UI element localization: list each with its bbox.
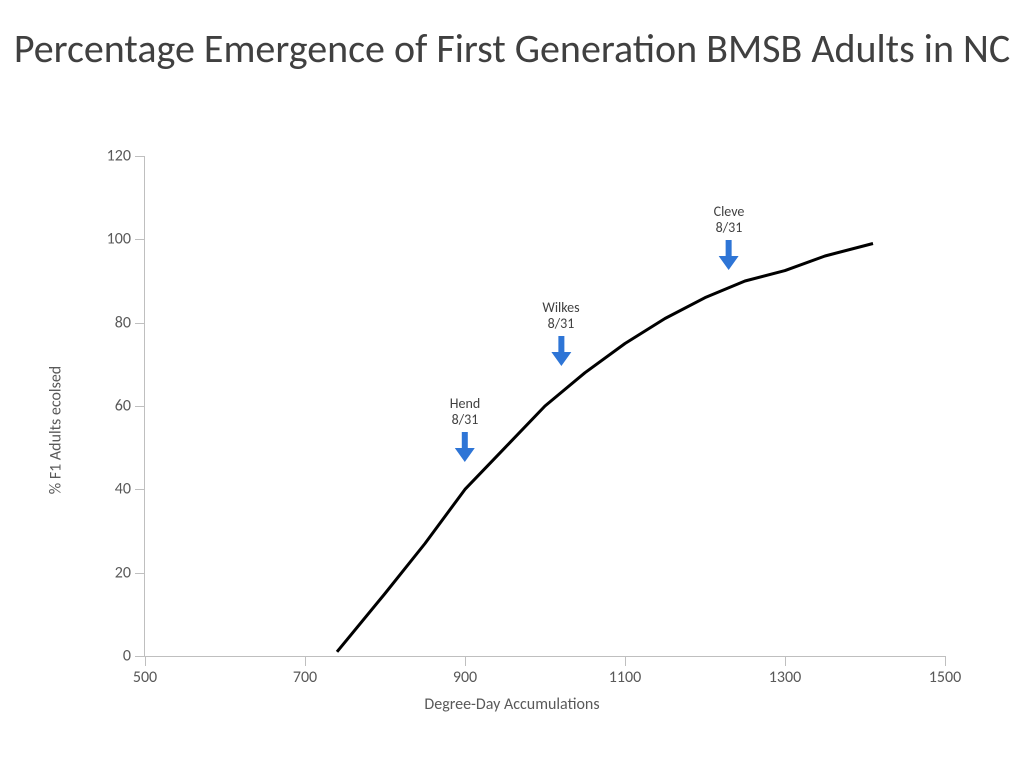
y-tick [135,656,145,657]
y-axis-label: % F1 Adults ecolsed [47,366,66,494]
y-tick [135,156,145,157]
y-tick [135,489,145,490]
y-tick [135,406,145,407]
annotation-label: Wilkes [542,300,579,316]
x-axis-label: Degree-Day Accumulations [424,695,599,714]
x-tick [945,656,946,666]
arrow-down-icon [455,432,475,462]
annotation-label: Hend [450,396,480,412]
x-tick-label: 500 [133,668,157,687]
y-tick-label: 100 [107,230,131,249]
y-tick [135,239,145,240]
chart-area: % F1 Adults ecolsed 02040608010012050070… [60,150,964,710]
x-tick [625,656,626,666]
x-tick-label: 700 [293,668,317,687]
annotation: Cleve8/31 [714,204,745,270]
x-tick-label: 1500 [929,668,961,687]
x-tick [465,656,466,666]
y-tick-label: 40 [115,480,131,499]
plot-region: 020406080100120500700900110013001500Hend… [144,156,945,657]
arrow-down-icon [551,336,571,366]
y-tick-label: 80 [115,313,131,332]
y-tick-label: 0 [123,647,131,666]
x-tick-label: 1300 [769,668,801,687]
emergence-curve [337,244,873,652]
y-tick [135,323,145,324]
annotation: Wilkes8/31 [542,300,579,366]
annotation-date: 8/31 [450,412,480,428]
y-tick-label: 20 [115,563,131,582]
annotation-date: 8/31 [542,316,579,332]
annotation-date: 8/31 [714,220,745,236]
annotation: Hend8/31 [450,396,480,462]
y-tick [135,573,145,574]
y-tick-label: 120 [107,147,131,166]
annotation-label: Cleve [714,204,745,220]
x-tick [305,656,306,666]
x-tick-label: 1100 [609,668,641,687]
y-tick-label: 60 [115,397,131,416]
x-tick [145,656,146,666]
x-tick-label: 900 [453,668,477,687]
arrow-down-icon [719,240,739,270]
x-tick [785,656,786,666]
chart-title: Percentage Emergence of First Generation… [0,26,1024,72]
line-series-svg [145,156,945,656]
slide: Percentage Emergence of First Generation… [0,0,1024,768]
